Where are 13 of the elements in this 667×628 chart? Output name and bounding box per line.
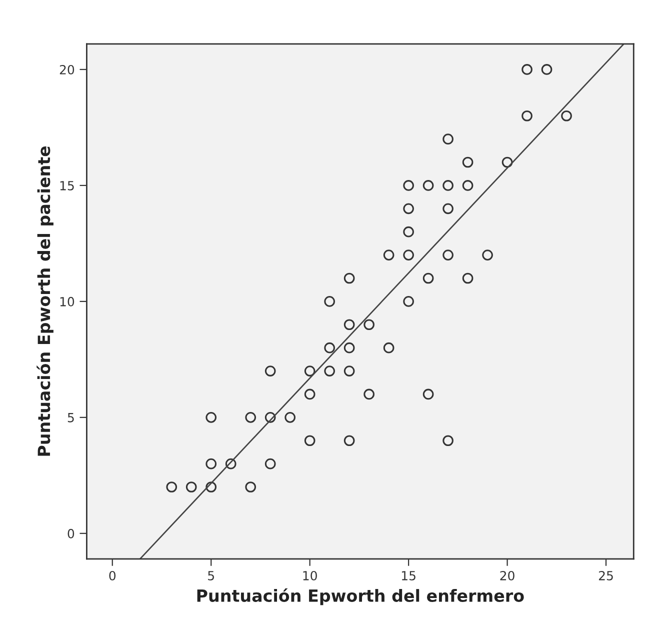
- x-tick-label: 10: [303, 570, 317, 580]
- y-tick-label: 10: [60, 296, 74, 306]
- y-axis-title: Puntuación Epworth del paciente: [36, 146, 54, 456]
- x-tick-label: 25: [598, 570, 613, 580]
- x-axis-title: Puntuación Epworth del enfermero: [197, 588, 524, 606]
- x-tick-label: 15: [402, 571, 416, 580]
- y-tick-label: 0: [68, 528, 74, 538]
- y-tick-label: 5: [68, 413, 74, 422]
- y-tick-label: 20: [60, 64, 74, 74]
- x-tick-label: 20: [500, 570, 514, 580]
- x-tick-label: 5: [208, 571, 214, 580]
- y-tick-label: 15: [60, 181, 74, 190]
- x-tick-label: 0: [109, 570, 116, 580]
